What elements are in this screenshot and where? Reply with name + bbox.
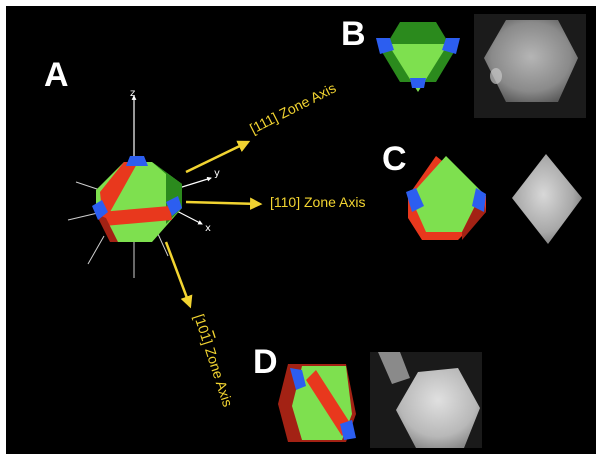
panel-letter-b: B: [341, 15, 366, 53]
panel-letter-a: A: [44, 56, 69, 94]
panel-letter-c: C: [382, 140, 407, 178]
tem-image-101: [370, 352, 482, 448]
zone-axis-label-101: [101] Zone Axis: [191, 312, 236, 409]
zone-axis-label-111: [111] Zone Axis: [247, 80, 338, 137]
figure-panel: A B C D z y x [111] Zone Axis [110] Zone…: [6, 6, 596, 454]
z-axis-label: z: [130, 88, 135, 99]
x-axis-label: x: [205, 223, 211, 234]
y-axis-label: y: [214, 168, 220, 179]
panel-letter-d: D: [253, 343, 278, 381]
zone-axis-label-101-tail: ] Zone Axis: [200, 338, 237, 409]
crystal-model-111: [376, 22, 460, 92]
axis-tail-lower-left: [88, 236, 104, 264]
crystal-model-101: [278, 364, 356, 442]
crystal-model-3d: [92, 156, 182, 242]
zone-axis-arrows: [166, 142, 260, 306]
crystal-diagram: A B C D z y x [111] Zone Axis [110] Zone…: [6, 6, 596, 454]
zone-axis-label-110: [110] Zone Axis: [270, 194, 365, 210]
tem-image-111: [474, 14, 586, 118]
tem-image-110: [512, 154, 582, 244]
arrow-110: [186, 202, 260, 204]
crystal-model-110: [406, 156, 486, 240]
arrow-101: [166, 242, 190, 306]
